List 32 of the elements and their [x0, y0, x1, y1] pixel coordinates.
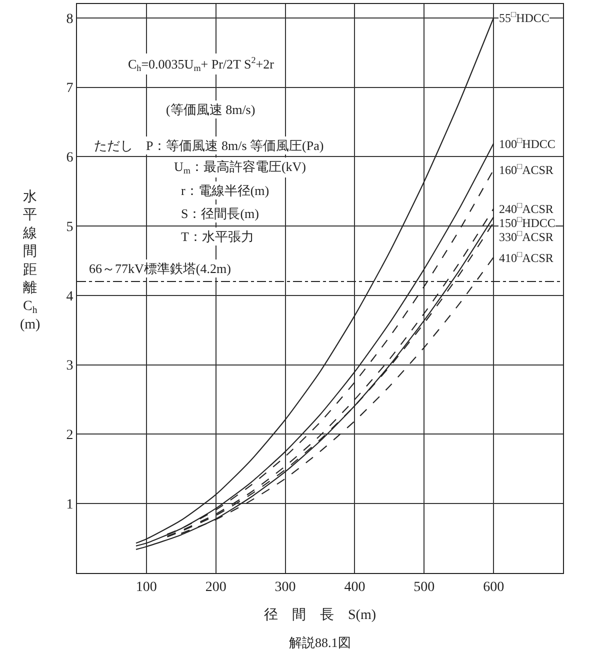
series-label: 330$^{□}$ACSR [499, 229, 554, 244]
annotation: S：径間長(m) [181, 206, 259, 221]
annotation: r：電線半径(m) [181, 183, 270, 198]
x-axis-title: 径 間 長 S(m) [264, 607, 376, 624]
ref-line-label: 66～77kV標準鉄塔(4.2m) [89, 261, 231, 276]
y-tick-label: 2 [66, 428, 74, 444]
y-tick-label: 1 [66, 498, 74, 513]
x-tick-label: 400 [344, 580, 366, 595]
series-label: 240$^{□}$ACSR [499, 201, 554, 216]
annotation: ただし P：等価風速 8m/s 等価風圧(Pa) [94, 138, 324, 153]
y-tick-label: 7 [66, 81, 74, 96]
x-tick-label: 600 [483, 580, 504, 595]
y-tick-label: 8 [66, 12, 74, 27]
x-tick-label: 500 [414, 580, 435, 595]
annotation: T：水平張力 [181, 229, 254, 244]
annotation: U$_{m}$：最高許容電圧(kV) [174, 159, 306, 176]
x-tick-label: 300 [274, 580, 296, 595]
x-tick-label: 200 [205, 580, 226, 595]
annotation: C$_{h}$=0.0035U$_{m}$+ Pr/2T S$^{2}$+2r [128, 55, 275, 74]
series-label: 150$^{□}$HDCC [499, 215, 556, 230]
x-tick-label: 100 [136, 580, 157, 595]
annotation: (等価風速 8m/s) [166, 102, 256, 117]
series-label: 410$^{□}$ACSR [499, 250, 554, 266]
y-tick-label: 4 [66, 289, 74, 304]
text: 水平線間距離 C$_{h}$ (m) [20, 190, 40, 332]
y-tick-label: 6 [66, 150, 74, 166]
series-label: 100$^{□}$HDCC [499, 136, 556, 152]
y-tick-label: 3 [66, 358, 74, 374]
y-tick-label: 5 [66, 220, 74, 235]
series-label: 55$^{□}$HDCC [499, 10, 550, 26]
text: 解説88.1図 [289, 635, 351, 650]
series-label: 160$^{□}$ACSR [499, 162, 554, 178]
